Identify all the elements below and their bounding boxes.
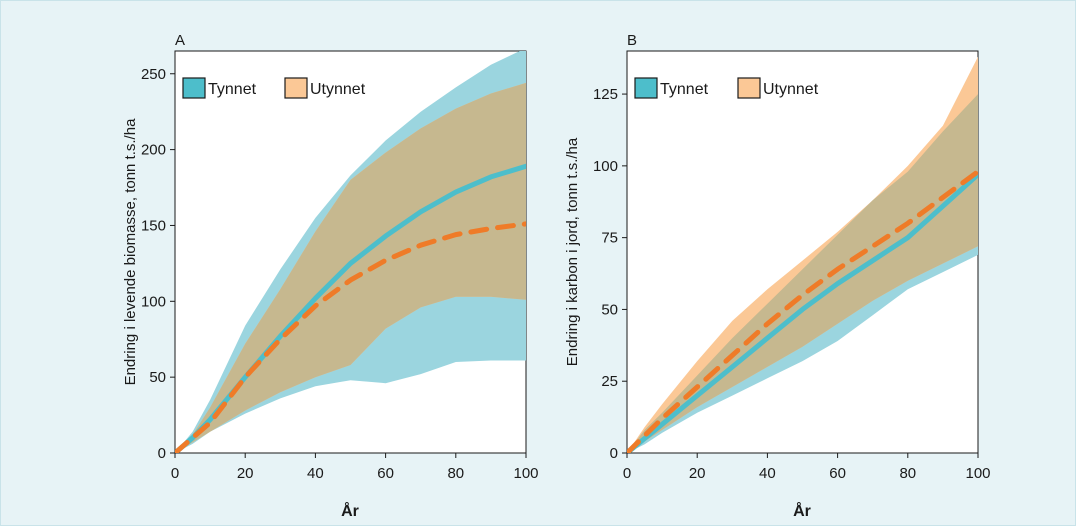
- legend-label-utynnet-a: Utynnet: [310, 81, 366, 98]
- bands-b: [627, 56, 978, 453]
- x-axis-title-a: År: [341, 501, 359, 520]
- x-tick-label-a: 0: [171, 465, 179, 482]
- x-tick-label-a: 20: [237, 465, 254, 482]
- ticks-a: 0 20 40 60 80 100 0 50 100 150 200 250: [141, 66, 539, 482]
- series-line-utynnet-b: [627, 169, 978, 453]
- legend-swatch-tynnet-a: [182, 77, 206, 99]
- x-tick-label-a: 80: [447, 465, 464, 482]
- legend-b: Tynnet Utynnet: [634, 77, 819, 99]
- lines-b: [627, 169, 978, 453]
- legend-label-utynnet-b: Utynnet: [763, 81, 819, 98]
- y-axis-title-b: Endring i karbon i jord, tonn t.s./ha: [564, 137, 581, 366]
- series-line-tynnet-b: [627, 172, 978, 453]
- y-tick-label-a: 100: [141, 293, 166, 310]
- y-tick-label-b: 50: [601, 301, 618, 318]
- y-tick-label-a: 150: [141, 217, 166, 234]
- y-tick-label-a: 0: [158, 445, 166, 462]
- legend-swatch-utynnet-a: [284, 77, 308, 99]
- panel-label-b: B: [627, 32, 637, 49]
- y-tick-label-b: 0: [610, 445, 618, 462]
- series-line-utynnet-a: [175, 221, 526, 453]
- ticks-b: 0 20 40 60 80 100 0 25 50 75 100 125: [593, 86, 991, 482]
- x-tick-label-b: 80: [899, 465, 916, 482]
- x-tick-label-b: 0: [623, 465, 631, 482]
- legend-label-tynnet-b: Tynnet: [660, 81, 709, 98]
- x-tick-label-b: 20: [689, 465, 706, 482]
- legend-swatch-utynnet-b: [737, 77, 761, 99]
- y-tick-label-b: 75: [601, 230, 618, 247]
- x-axis-title-b: År: [793, 501, 811, 520]
- band-utynnet-b: [627, 56, 978, 453]
- legend-a: Tynnet Utynnet: [182, 77, 366, 99]
- chart-panel-b: B 0 20 40 60 80 100 0 25 50 75 100 125 Endring i ka…: [564, 32, 991, 520]
- y-tick-label-b: 100: [593, 158, 618, 175]
- x-tick-label-a: 100: [513, 465, 538, 482]
- y-tick-label-b: 125: [593, 86, 618, 103]
- chart-panel-a: A 0 20 40 60 80 100 0 50 100 150 200 250 Endring i …: [122, 32, 539, 520]
- x-tick-label-a: 60: [377, 465, 394, 482]
- legend-label-tynnet-a: Tynnet: [208, 81, 257, 98]
- y-axis-title-a: Endring i levende biomasse, tonn t.s./ha: [122, 118, 139, 385]
- panel-label-a: A: [175, 32, 185, 49]
- x-tick-label-b: 100: [965, 465, 990, 482]
- y-tick-label-b: 25: [601, 373, 618, 390]
- x-tick-label-a: 40: [307, 465, 324, 482]
- x-tick-label-b: 60: [829, 465, 846, 482]
- y-tick-label-a: 200: [141, 142, 166, 159]
- x-tick-label-b: 40: [759, 465, 776, 482]
- legend-swatch-tynnet-b: [634, 77, 658, 99]
- lines-a: [175, 163, 526, 453]
- y-tick-label-a: 250: [141, 66, 166, 83]
- y-tick-label-a: 50: [149, 369, 166, 386]
